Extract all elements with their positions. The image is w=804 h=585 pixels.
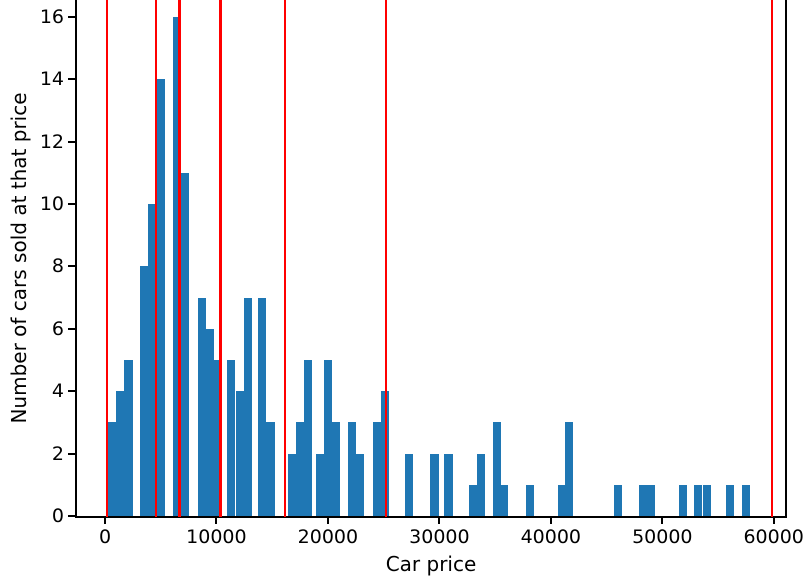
histogram-bar xyxy=(347,422,356,516)
red-marker-line xyxy=(219,0,222,517)
y-tick-mark xyxy=(68,452,76,455)
x-tick-mark xyxy=(661,517,664,524)
histogram-bar xyxy=(525,484,535,516)
y-tick-mark xyxy=(68,265,76,268)
y-tick-label: 12 xyxy=(39,130,64,153)
red-marker-line xyxy=(283,0,287,517)
y-tick-label: 6 xyxy=(51,317,64,340)
histogram-bar xyxy=(287,453,297,516)
x-tick-mark xyxy=(326,517,329,524)
histogram-bar xyxy=(181,172,190,516)
histogram-bar xyxy=(469,484,478,516)
histogram-bar xyxy=(702,484,711,516)
y-tick-label: 14 xyxy=(39,68,64,91)
histogram-bar xyxy=(500,484,509,516)
histogram-bar xyxy=(139,266,149,516)
x-tick-label: 0 xyxy=(98,526,112,548)
histogram-bar xyxy=(693,484,703,516)
histogram-bar xyxy=(355,453,364,516)
histogram-bar xyxy=(148,204,157,516)
histogram-bar xyxy=(444,453,453,516)
histogram-bar xyxy=(235,391,244,516)
histogram-bar xyxy=(156,79,165,516)
histogram-bar xyxy=(316,453,325,516)
histogram-bar xyxy=(565,422,574,516)
histogram-bar xyxy=(205,328,215,516)
y-tick-mark xyxy=(68,390,76,393)
x-axis-spine xyxy=(75,516,787,518)
x-tick-label: 50000 xyxy=(632,526,693,548)
red-marker-line xyxy=(178,0,181,517)
histogram-bar xyxy=(323,360,333,516)
histogram-bar xyxy=(476,453,485,516)
histogram-bar xyxy=(197,297,206,516)
x-tick-label: 60000 xyxy=(743,526,804,548)
red-marker-line xyxy=(105,0,108,517)
histogram-bar xyxy=(404,453,413,516)
histogram-bar xyxy=(492,422,501,516)
histogram-bar xyxy=(430,453,439,516)
x-axis-label: Car price xyxy=(385,552,477,576)
histogram-bar xyxy=(646,484,655,516)
x-tick-mark xyxy=(215,517,218,524)
histogram-bar xyxy=(726,484,735,516)
histogram-bar xyxy=(172,16,182,516)
histogram-bar xyxy=(331,422,341,516)
y-axis-spine-right xyxy=(785,0,787,518)
x-tick-mark xyxy=(104,517,106,524)
x-tick-mark xyxy=(438,517,441,524)
histogram-bar xyxy=(214,360,223,516)
histogram-bar xyxy=(742,484,751,516)
y-tick-mark xyxy=(68,140,76,143)
x-tick-label: 40000 xyxy=(520,526,582,548)
x-tick-label: 20000 xyxy=(297,526,359,548)
y-tick-label: 4 xyxy=(51,380,64,403)
y-tick-mark xyxy=(68,15,76,18)
red-marker-line xyxy=(154,0,158,517)
red-marker-line xyxy=(770,0,774,517)
y-tick-mark xyxy=(68,78,76,81)
y-tick-label: 0 xyxy=(51,505,64,527)
y-tick-label: 10 xyxy=(39,193,64,215)
x-tick-label: 10000 xyxy=(186,526,247,548)
y-tick-label: 2 xyxy=(51,442,64,465)
x-tick-mark xyxy=(772,517,775,524)
y-tick-mark xyxy=(68,515,76,517)
histogram-bar xyxy=(614,484,623,516)
y-axis-label: Number of cars sold at that price xyxy=(7,92,31,424)
histogram-bar xyxy=(258,297,267,516)
y-tick-mark xyxy=(68,203,76,205)
histogram-bar xyxy=(124,360,133,516)
y-tick-mark xyxy=(68,327,76,330)
histogram-bar xyxy=(638,484,648,516)
histogram-bar xyxy=(116,391,125,516)
histogram-bar xyxy=(678,484,688,516)
histogram-bar xyxy=(226,360,235,516)
histogram-bar xyxy=(107,422,117,516)
red-marker-line xyxy=(384,0,388,517)
x-tick-mark xyxy=(549,517,552,524)
histogram-bar xyxy=(303,360,313,516)
histogram-bar xyxy=(372,422,382,516)
y-tick-label: 16 xyxy=(39,5,64,28)
histogram-bar xyxy=(295,422,304,516)
histogram-bar xyxy=(266,422,275,516)
y-tick-label: 8 xyxy=(51,255,64,278)
y-axis-spine-left xyxy=(75,0,77,518)
histogram-bar xyxy=(244,297,253,516)
histogram-bar xyxy=(558,484,567,516)
x-tick-label: 30000 xyxy=(409,526,470,548)
